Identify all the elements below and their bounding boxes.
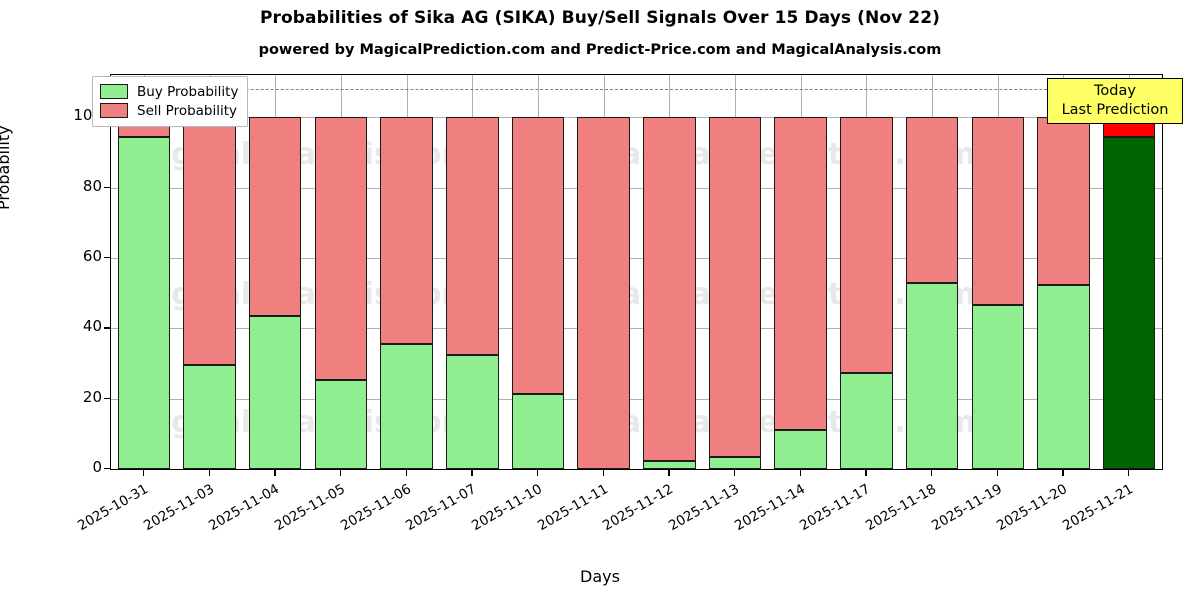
bar-stack[interactable] — [380, 75, 433, 469]
chart-legend: Buy Probability Sell Probability — [92, 76, 249, 127]
bar-stack[interactable] — [971, 75, 1025, 469]
bar-segment-buy[interactable] — [183, 364, 236, 469]
bar-segment-sell[interactable] — [248, 117, 302, 317]
chart-subtitle: powered by MagicalPrediction.com and Pre… — [258, 42, 942, 58]
x-axis-tick-mark — [602, 470, 604, 476]
bar-stack[interactable] — [1037, 75, 1090, 469]
bar-segment-sell[interactable] — [446, 117, 499, 355]
bar-stack[interactable] — [248, 75, 302, 469]
bar-segment-sell[interactable] — [643, 117, 696, 461]
today-annotation: Today Last Prediction — [1047, 78, 1183, 125]
y-axis-tick-mark — [104, 186, 110, 188]
legend-swatch-sell-icon — [100, 103, 128, 118]
bar-segment-buy[interactable] — [511, 393, 565, 469]
bar-segment-buy[interactable] — [971, 305, 1025, 469]
today-annotation-line1: Today — [1094, 83, 1136, 99]
bar-segment-sell[interactable] — [905, 117, 959, 284]
bar-segment-buy[interactable] — [314, 380, 368, 469]
grid-line-horizontal — [111, 187, 1162, 189]
bar-segment-sell[interactable] — [511, 117, 565, 394]
bar-segment-sell[interactable] — [183, 117, 236, 365]
grid-line-horizontal — [111, 328, 1162, 330]
x-axis-tick-mark — [931, 470, 933, 476]
x-axis-tick-mark — [274, 470, 276, 476]
bar-segment-sell[interactable] — [1037, 117, 1090, 286]
y-axis-label: Probability — [0, 125, 13, 210]
legend-swatch-buy-icon — [100, 84, 128, 99]
y-axis-tick-label: 80 — [82, 176, 102, 195]
bar-stack[interactable] — [1102, 75, 1156, 469]
legend-label-sell: Sell Probability — [137, 102, 238, 119]
bar-segment-buy[interactable] — [708, 457, 762, 469]
x-axis-tick-mark — [799, 470, 802, 476]
bar-segment-sell[interactable] — [774, 117, 827, 430]
bar-segment-buy[interactable] — [446, 354, 499, 469]
x-axis-tick-mark — [142, 470, 145, 476]
bar-stack[interactable] — [446, 75, 499, 469]
x-axis-tick-mark — [405, 470, 407, 476]
y-axis-tick-label: 0 — [92, 458, 102, 476]
page-title: Probabilities of Sika AG (SIKA) Buy/Sell… — [259, 8, 941, 28]
bar-segment-sell[interactable] — [380, 117, 433, 344]
grid-line-horizontal — [111, 117, 1162, 119]
bar-stack[interactable] — [708, 75, 762, 469]
grid-line-horizontal — [111, 257, 1162, 259]
grid-line-horizontal — [111, 398, 1162, 400]
bar-segment-buy[interactable] — [643, 460, 696, 469]
legend-item-buy: Buy Probability — [100, 82, 238, 101]
bar-stack[interactable] — [314, 75, 368, 469]
legend-label-buy: Buy Probability — [137, 83, 239, 100]
x-axis-tick-mark — [1128, 470, 1130, 476]
bar-stack[interactable] — [183, 75, 236, 469]
today-annotation-line2: Last Prediction — [1061, 101, 1169, 118]
reference-line — [111, 89, 1162, 91]
y-axis-tick-label: 40 — [82, 317, 102, 336]
x-axis-tick-mark — [339, 470, 342, 476]
x-axis-tick-mark — [668, 470, 670, 476]
bar-segment-sell[interactable] — [577, 117, 630, 469]
bar-segment-buy[interactable] — [1037, 285, 1090, 469]
x-axis-tick-mark — [865, 470, 867, 476]
bar-stack[interactable] — [905, 75, 959, 469]
plot-inner: MagicalAnalysis.comMagicalPrediction.com… — [111, 75, 1162, 469]
bar-segment-sell[interactable] — [971, 117, 1025, 306]
y-axis-tick-mark — [104, 397, 110, 399]
x-axis-tick-mark — [996, 470, 999, 476]
x-axis-tick-mark — [471, 470, 473, 476]
bar-segment-buy[interactable] — [380, 343, 433, 469]
x-axis-tick-mark — [536, 470, 539, 476]
bar-segment-buy[interactable] — [117, 137, 171, 469]
bar-stack[interactable] — [577, 75, 630, 469]
bar-segment-sell[interactable] — [708, 117, 762, 458]
legend-item-sell: Sell Probability — [100, 101, 238, 120]
bar-stack[interactable] — [511, 75, 565, 469]
y-axis-tick-mark — [104, 256, 110, 259]
x-axis-tick-mark — [208, 470, 210, 476]
y-axis-tick-label: 60 — [82, 246, 102, 265]
bar-segment-buy[interactable] — [248, 316, 302, 469]
bar-segment-sell[interactable] — [314, 117, 368, 381]
y-axis-tick-label: 20 — [82, 387, 102, 406]
x-axis-tick-mark — [734, 470, 736, 476]
bar-segment-buy[interactable] — [840, 372, 893, 469]
bar-stack[interactable] — [643, 75, 696, 469]
bar-segment-sell[interactable] — [840, 117, 893, 373]
bar-stack[interactable] — [840, 75, 893, 469]
y-axis-tick-mark — [104, 468, 110, 470]
y-axis-tick-mark — [104, 327, 110, 329]
plot-area: MagicalAnalysis.comMagicalPrediction.com… — [110, 74, 1163, 470]
bar-segment-buy[interactable] — [774, 429, 827, 469]
x-axis-tick-mark — [1062, 470, 1064, 476]
x-axis-label: Days — [580, 567, 620, 586]
bar-stack[interactable] — [117, 75, 171, 469]
bar-stack[interactable] — [774, 75, 827, 469]
bar-segment-buy[interactable] — [905, 283, 959, 469]
bar-segment-buy[interactable] — [1102, 137, 1156, 469]
